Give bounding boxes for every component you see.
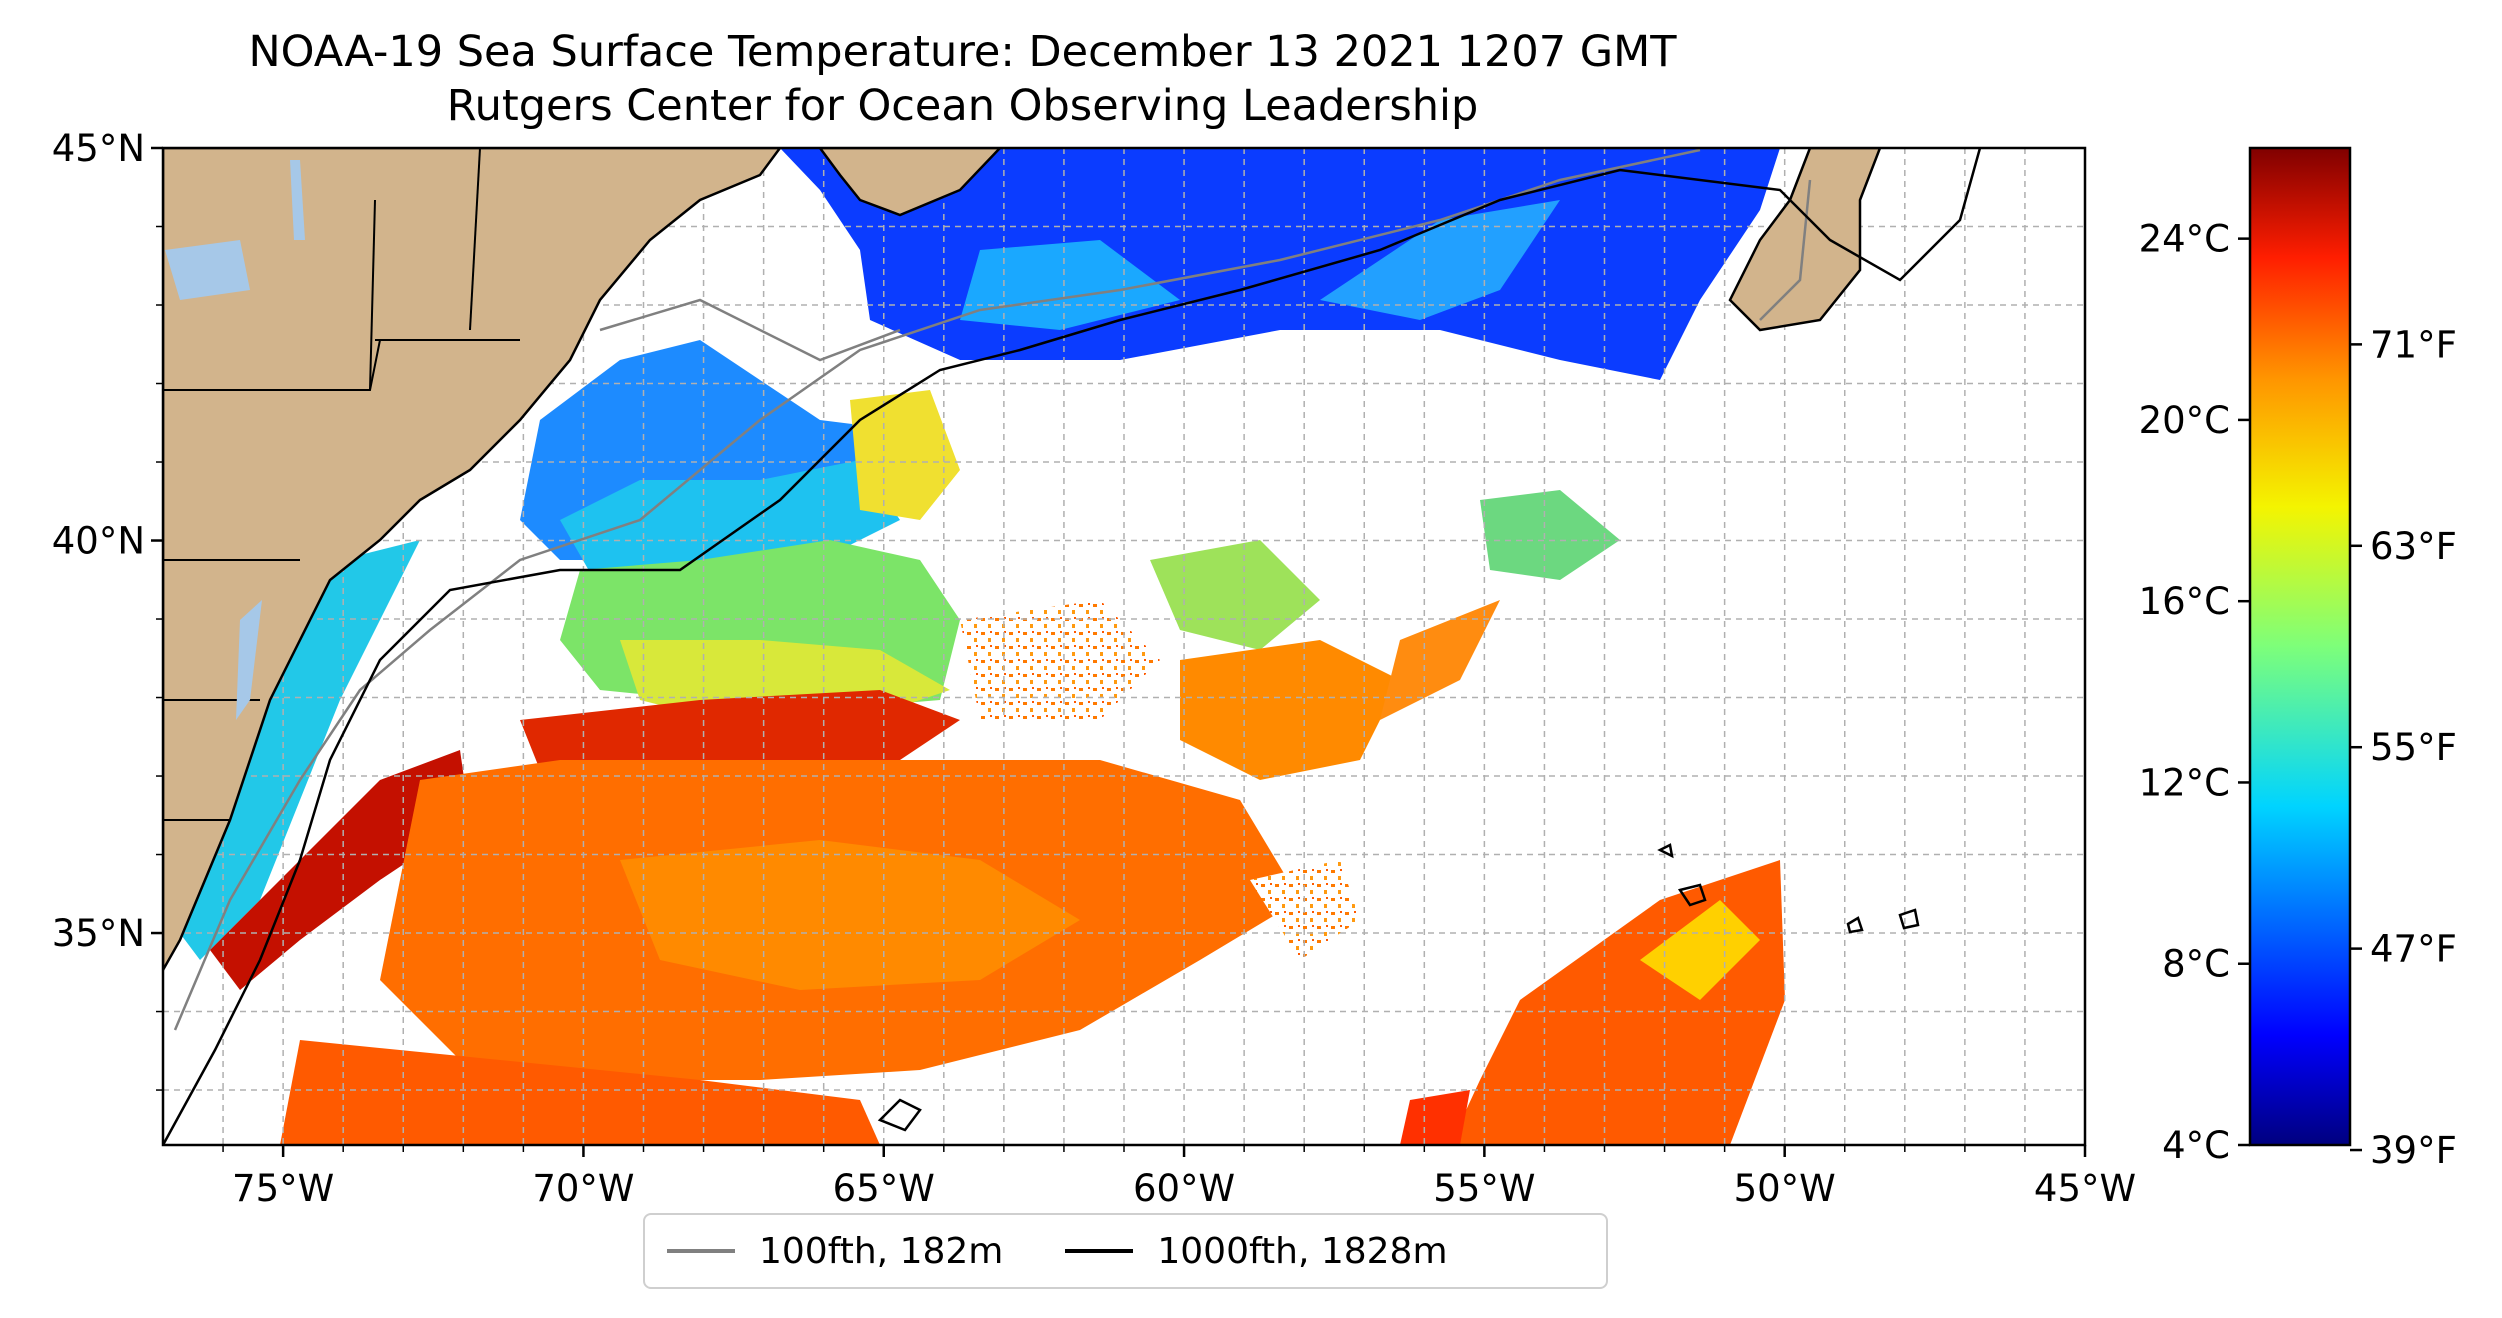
legend-line-1000fth bbox=[1065, 1249, 1134, 1253]
legend-label-100fth: 100fth, 182m bbox=[759, 1230, 1004, 1272]
legend-item-100fth: 100fth, 182m bbox=[667, 1231, 1003, 1272]
legend-item-1000fth: 1000fth, 1828m bbox=[1065, 1230, 1448, 1272]
map-title: NOAA-19 Sea Surface Temperature: Decembe… bbox=[248, 27, 1677, 77]
fahrenheit-tick-label: 55°F bbox=[2370, 726, 2457, 769]
fahrenheit-tick-label: 71°F bbox=[2370, 323, 2457, 366]
lon-tick-label: 50°W bbox=[1734, 1167, 1836, 1210]
lon-tick-label: 55°W bbox=[1433, 1167, 1535, 1210]
map-area bbox=[163, 148, 2085, 1145]
axis-ticks: 75°W 70°W 65°W 60°W 55°W 50°W 45°W 45°N 40°N 35°N bbox=[52, 127, 2136, 1210]
lat-tick-label: 45°N bbox=[52, 127, 145, 170]
legend-line-100fth bbox=[667, 1249, 735, 1253]
fahrenheit-tick-label: 47°F bbox=[2370, 928, 2457, 971]
map-subtitle: Rutgers Center for Ocean Observing Leade… bbox=[446, 81, 1479, 131]
lon-tick-label: 70°W bbox=[532, 1167, 634, 1210]
celsius-tick-label: 16°C bbox=[2139, 580, 2230, 623]
legend-label-1000fth: 1000fth, 1828m bbox=[1157, 1230, 1448, 1272]
lon-tick-label: 45°W bbox=[2034, 1167, 2136, 1210]
celsius-tick-label: 12°C bbox=[2139, 761, 2230, 804]
celsius-tick-label: 4°C bbox=[2162, 1124, 2230, 1167]
lon-tick-label: 75°W bbox=[232, 1167, 334, 1210]
fahrenheit-tick-label: 63°F bbox=[2370, 525, 2457, 568]
colorbar-ticks: 24°C 20°C 16°C 12°C 8°C 4°C 71°F 63°F 55°F 47°F 39… bbox=[2139, 218, 2457, 1172]
lon-tick-label: 65°W bbox=[833, 1167, 935, 1210]
sst-field bbox=[170, 148, 1785, 1145]
lat-tick-label: 35°N bbox=[52, 912, 145, 955]
celsius-tick-label: 8°C bbox=[2162, 943, 2230, 986]
state-borders bbox=[163, 148, 520, 821]
colorbar-gradient bbox=[2248, 146, 2352, 1147]
lakes bbox=[165, 160, 305, 720]
isobath-100fth bbox=[173, 148, 1812, 1031]
lon-tick-label: 60°W bbox=[1133, 1167, 1235, 1210]
lat-tick-label: 40°N bbox=[52, 520, 145, 563]
celsius-tick-label: 24°C bbox=[2139, 218, 2230, 261]
fahrenheit-tick-label: 39°F bbox=[2370, 1129, 2457, 1172]
colorbar bbox=[2248, 146, 2352, 1147]
isobath-legend: 100fth, 182m 1000fth, 1828m bbox=[643, 1213, 1608, 1289]
isobath-1000fth bbox=[163, 148, 1982, 1145]
celsius-tick-label: 20°C bbox=[2139, 399, 2230, 442]
